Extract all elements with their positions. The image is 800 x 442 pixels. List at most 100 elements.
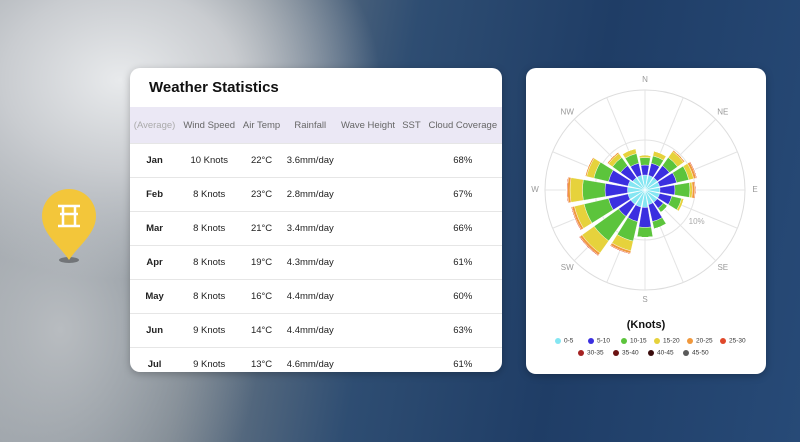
column-header: SST: [399, 107, 424, 144]
column-header: (Average): [130, 107, 180, 144]
table-cell: Mar: [130, 211, 180, 246]
legend-label: 15-20: [663, 338, 680, 345]
table-cell: 60%: [423, 279, 502, 314]
wind-segment: [640, 164, 650, 176]
table-cell: May: [130, 279, 180, 314]
table-cell: 3.4mm/day: [283, 211, 337, 246]
header-row: (Average) Wind Speed Air Temp Rainfall Wave …: [130, 107, 502, 144]
empty-cell: [336, 143, 400, 178]
legend-label: 0-5: [564, 338, 574, 345]
legend-label: 5-10: [597, 338, 610, 345]
wind-segment: [636, 226, 654, 238]
table-cell: 4.4mm/day: [283, 313, 337, 348]
column-header: Air Temp: [239, 107, 284, 144]
statistics-card: Weather Statistics (Average) Wind Speed Ai…: [130, 68, 502, 372]
table-cell: 4.6mm/day: [283, 347, 337, 372]
wind-segment: [569, 177, 584, 203]
empty-cell: [336, 279, 400, 314]
direction-label: N: [642, 75, 648, 84]
table-row: Jun 9 Knots 14°C 4.4mm/day 63%: [130, 313, 502, 348]
table-cell: 19°C: [239, 245, 284, 280]
table-cell: 2.8mm/day: [283, 177, 337, 212]
direction-label: SE: [717, 263, 728, 272]
legend-label: 40-45: [657, 350, 674, 357]
table-cell: 13°C: [239, 347, 284, 372]
direction-label: SW: [561, 263, 574, 272]
empty-cell: [336, 211, 400, 246]
location-pin: [42, 189, 96, 263]
direction-label: NW: [561, 107, 575, 116]
table-cell: 63%: [423, 313, 502, 348]
table-cell: 68%: [423, 143, 502, 178]
legend-swatch: [687, 338, 693, 344]
radial-tick-label: 10%: [689, 217, 705, 226]
table-cell: 3.6mm/day: [283, 143, 337, 178]
legend-title: (Knots): [627, 319, 666, 331]
empty-cell: [336, 313, 400, 348]
legend-label: 45-50: [692, 350, 709, 357]
table-row: Jul 9 Knots 13°C 4.6mm/day 61%: [130, 347, 502, 372]
table-row: May 8 Knots 16°C 4.4mm/day 60%: [130, 279, 502, 314]
legend-swatch: [621, 338, 627, 344]
table-cell: 14°C: [239, 313, 284, 348]
table-cell: 16°C: [239, 279, 284, 314]
table-cell: 9 Knots: [179, 347, 240, 372]
table-cell: 22°C: [239, 143, 284, 178]
direction-label: E: [752, 185, 757, 194]
table-cell: Jun: [130, 313, 180, 348]
table-cell: 8 Knots: [179, 279, 240, 314]
empty-cell: [336, 245, 400, 280]
wind-segment: [690, 161, 698, 179]
wind-rose: N NE E SE S SW W NW 10% (Knots) 0-5 5-10 10-15 15-20 2…: [531, 75, 757, 357]
table-row: Apr 8 Knots 19°C 4.3mm/day 61%: [130, 245, 502, 280]
empty-cell: [399, 211, 424, 246]
table-cell: Feb: [130, 177, 180, 212]
wind-segment: [578, 236, 599, 257]
table-cell: 21°C: [239, 211, 284, 246]
table-cell: Apr: [130, 245, 180, 280]
empty-cell: [399, 347, 424, 372]
empty-cell: [336, 347, 400, 372]
empty-cell: [399, 279, 424, 314]
legend-label: 25-30: [729, 338, 746, 345]
table-cell: 8 Knots: [179, 211, 240, 246]
statistics-table: (Average) Wind Speed Air Temp Rainfall Wave …: [130, 107, 502, 372]
direction-label: W: [531, 185, 539, 194]
column-header: Wind Speed: [179, 107, 240, 144]
legend-swatch: [613, 350, 619, 356]
table-cell: 61%: [423, 347, 502, 372]
legend-swatch: [648, 350, 654, 356]
table-row: Jan 10 Knots 22°C 3.6mm/day 68%: [130, 143, 502, 178]
column-header: Rainfall: [283, 107, 337, 144]
table-cell: 8 Knots: [179, 245, 240, 280]
empty-cell: [399, 245, 424, 280]
wind-segment: [566, 177, 568, 203]
legend-swatch: [654, 338, 660, 344]
table-row: Feb 8 Knots 23°C 2.8mm/day 67%: [130, 177, 502, 212]
empty-cell: [399, 313, 424, 348]
legend-label: 20-25: [696, 338, 713, 345]
table-cell: 67%: [423, 177, 502, 212]
table-cell: 66%: [423, 211, 502, 246]
table-row: Mar 8 Knots 21°C 3.4mm/day 66%: [130, 211, 502, 246]
empty-cell: [399, 143, 424, 178]
table-cell: 9 Knots: [179, 313, 240, 348]
column-header: Cloud Coverage: [423, 107, 502, 144]
wind-rose-card: N NE E SE S SW W NW 10% (Knots) 0-5 5-10 10-15 15-20 2…: [526, 68, 766, 374]
wind-segment: [638, 207, 652, 228]
table-cell: 23°C: [239, 177, 284, 212]
empty-cell: [399, 177, 424, 212]
wind-segment: [638, 154, 652, 159]
table-cell: 4.4mm/day: [283, 279, 337, 314]
card-title: Weather Statistics: [149, 79, 279, 96]
legend-label: 30-35: [587, 350, 604, 357]
table-cell: 61%: [423, 245, 502, 280]
wind-segment: [582, 179, 606, 201]
wind-segment: [584, 157, 594, 177]
legend-swatch: [588, 338, 594, 344]
empty-cell: [336, 177, 400, 212]
wind-segment: [639, 157, 651, 166]
legend-label: 35-40: [622, 350, 639, 357]
wind-segment: [695, 181, 697, 199]
